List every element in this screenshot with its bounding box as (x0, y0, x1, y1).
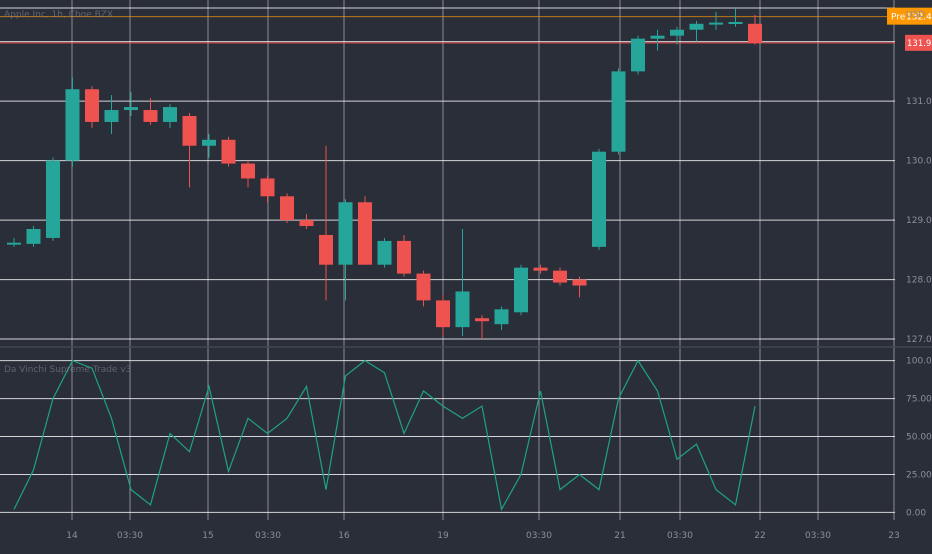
candle-body (65, 89, 80, 161)
currency-label: USD (906, 10, 925, 20)
candle-body (124, 107, 138, 111)
candle-body (475, 318, 489, 322)
candle-body (397, 240, 411, 274)
candle-body (241, 163, 255, 179)
candle-body (728, 22, 743, 25)
time-tick-label: 14 (66, 531, 78, 541)
price-tick-label: 128.00 (906, 276, 932, 286)
indicator-tick-label: 75.00 (906, 395, 932, 405)
candle-body (358, 202, 372, 265)
premarket-badge (887, 7, 932, 25)
candle-body (572, 279, 587, 286)
indicator-tick-label: 100.00 (906, 357, 932, 367)
time-tick-label: 16 (338, 531, 350, 541)
price-tick-label: 129.00 (906, 216, 932, 226)
candle-body (748, 23, 762, 43)
candle-body (299, 220, 314, 227)
candle-body (221, 139, 236, 164)
candle-body (26, 229, 41, 244)
candle-body (182, 115, 197, 146)
time-tick-label: 22 (754, 531, 765, 541)
time-tick-label: 03:30 (526, 531, 552, 541)
candle-body (709, 22, 723, 25)
candle-body (143, 110, 158, 122)
last-price-value: 131.98 (907, 39, 932, 49)
candle-body (260, 178, 275, 197)
indicator-title: Da Vinchi Supreme Trade v3 (4, 365, 131, 375)
candle-body (280, 196, 294, 221)
candle-body (553, 270, 567, 283)
time-tick-label: 19 (437, 531, 449, 541)
candle-body (319, 234, 333, 265)
time-tick-label: 23 (888, 531, 899, 541)
candle-body (611, 71, 626, 152)
indicator-series (13, 359, 756, 512)
last-price-badge (905, 34, 932, 51)
indicator-tick-label: 0.00 (906, 508, 926, 518)
candle-body (7, 242, 21, 245)
candle-body (631, 38, 645, 72)
price-tick-label: 131.00 (906, 97, 932, 107)
candle-body (455, 291, 470, 328)
candle-body (514, 267, 528, 313)
candle-body (377, 240, 392, 265)
price-candles (7, 8, 762, 340)
axes-layer: 132.00131.00130.00129.00128.00127.00100.… (66, 7, 932, 541)
candle-body (338, 202, 353, 265)
candle-body (650, 35, 665, 39)
candle-body (202, 139, 216, 146)
candle-body (416, 273, 431, 301)
candle-body (533, 267, 548, 271)
time-tick-label: 03:30 (255, 531, 281, 541)
time-tick-label: 03:30 (667, 531, 693, 541)
price-tick-label: 130.00 (906, 157, 932, 167)
price-tick-label: 127.00 (906, 335, 932, 345)
candle-body (163, 107, 177, 122)
candle-body (689, 23, 704, 30)
candle-body (436, 300, 450, 328)
candle-body (85, 89, 99, 122)
indicator-line (13, 359, 756, 512)
time-tick-label: 21 (614, 531, 625, 541)
candle-body (104, 110, 119, 122)
symbol-title: Apple Inc, 1h, Cboe BZX (4, 10, 113, 20)
grid-layer (0, 0, 932, 520)
premarket-label: Pre (891, 13, 906, 23)
time-tick-label: 03:30 (805, 531, 831, 541)
indicator-tick-label: 25.00 (906, 470, 932, 480)
time-tick-label: 15 (202, 531, 213, 541)
candle-body (494, 309, 509, 325)
candle-body (592, 151, 606, 247)
candle-body (670, 29, 684, 36)
indicator-tick-label: 50.00 (906, 433, 932, 443)
candle-body (46, 160, 60, 238)
premarket-value: 132.42 (906, 13, 932, 23)
time-tick-label: 03:30 (117, 531, 143, 541)
